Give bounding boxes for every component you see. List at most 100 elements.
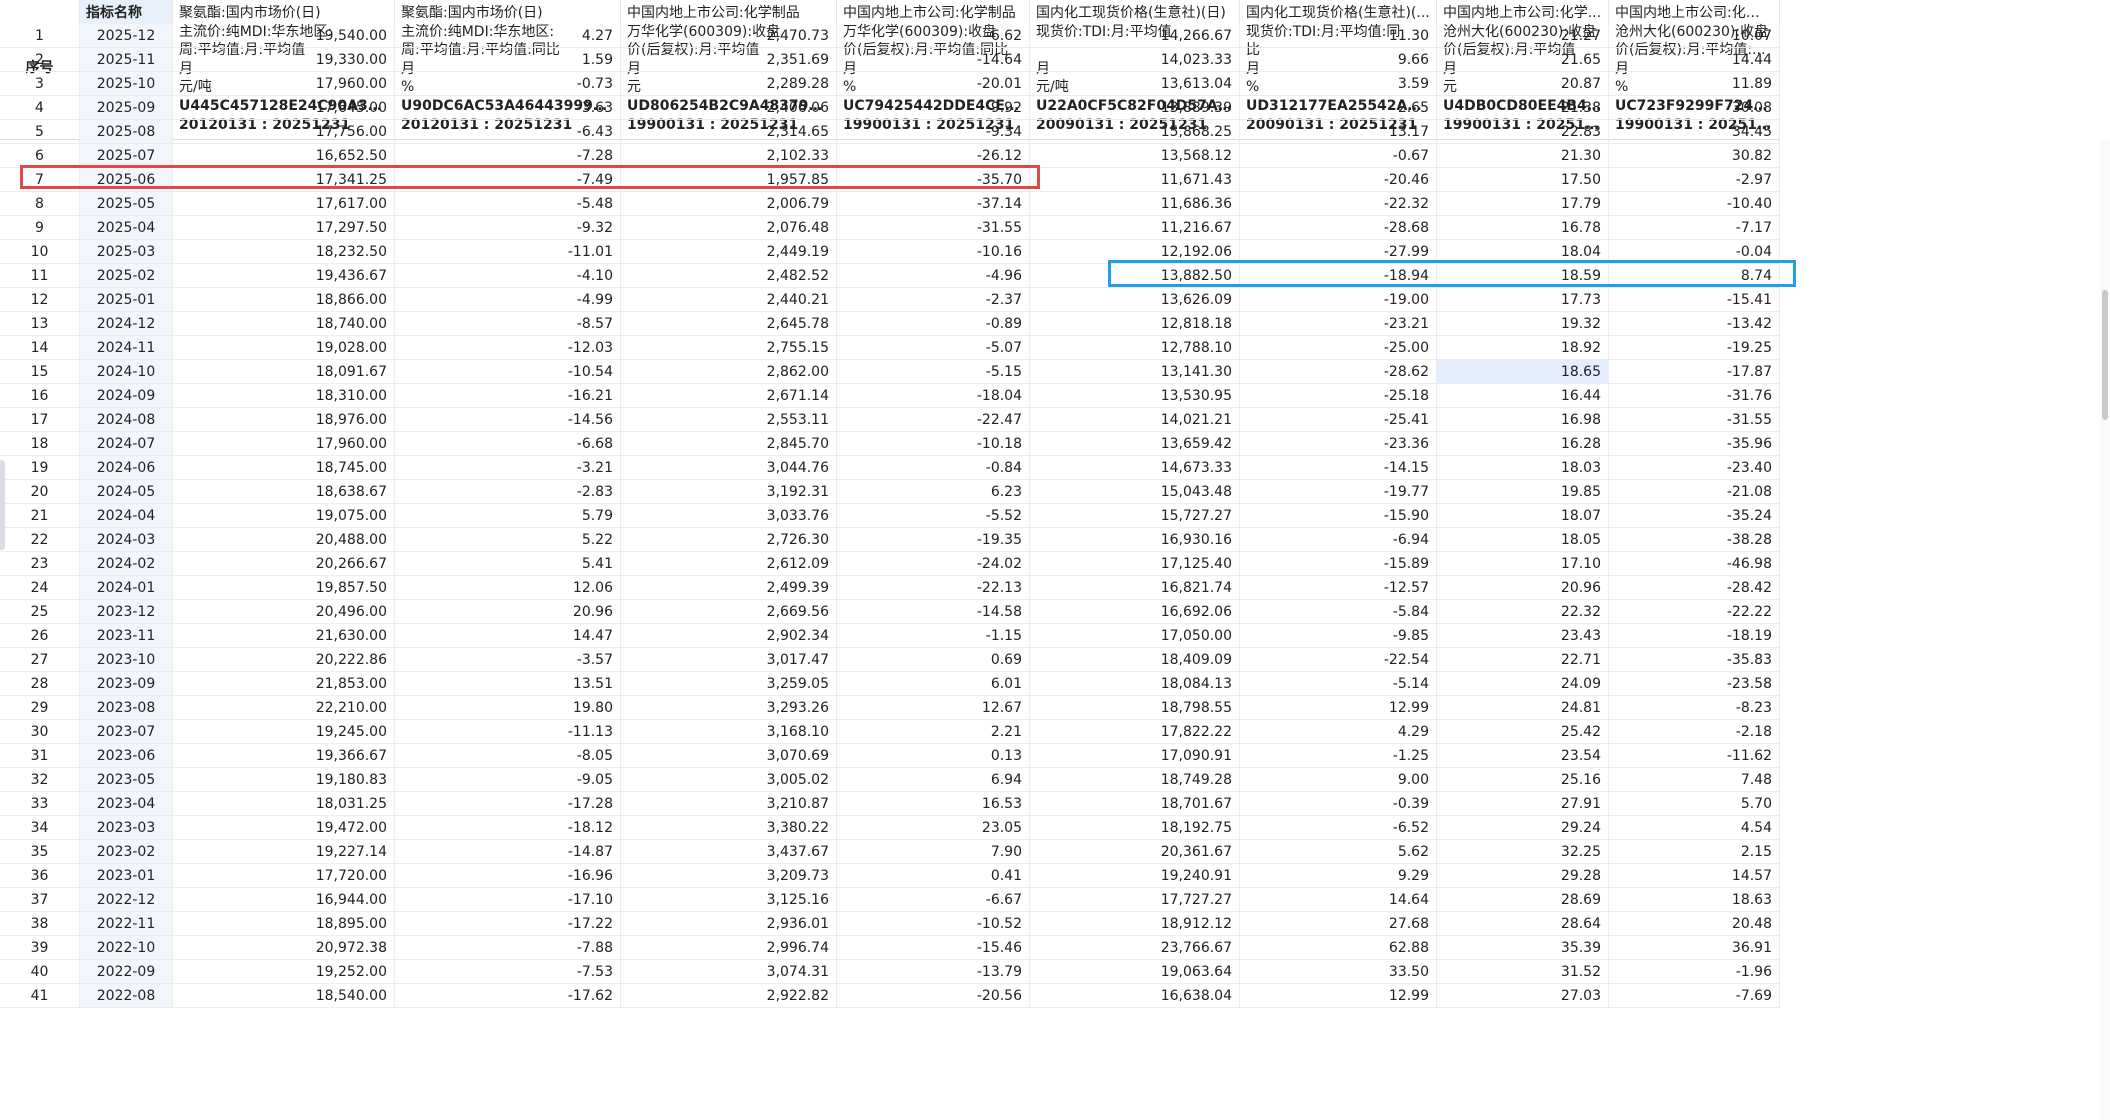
table-cell[interactable]: -8.57	[395, 312, 621, 336]
table-cell[interactable]: 29.28	[1437, 864, 1609, 888]
table-cell[interactable]: -28.62	[1240, 360, 1437, 384]
table-cell[interactable]: -1.15	[837, 624, 1030, 648]
table-cell[interactable]: 2,006.79	[621, 192, 837, 216]
table-cell[interactable]: 17.50	[1437, 168, 1609, 192]
table-cell[interactable]: 5.70	[1609, 792, 1780, 816]
table-cell[interactable]: 18.59	[1437, 264, 1609, 288]
table-cell[interactable]: 35.39	[1437, 936, 1609, 960]
table-cell[interactable]: 13.17	[1240, 120, 1437, 144]
table-cell[interactable]: -9.85	[1240, 624, 1437, 648]
table-cell[interactable]: 25.16	[1437, 768, 1609, 792]
row-date[interactable]: 2023-12	[80, 600, 173, 624]
table-cell[interactable]: -8.05	[395, 744, 621, 768]
table-cell[interactable]: 13,530.95	[1030, 384, 1240, 408]
row-date[interactable]: 2024-12	[80, 312, 173, 336]
table-cell[interactable]: 27.68	[1240, 912, 1437, 936]
table-cell[interactable]: -20.56	[837, 984, 1030, 1008]
table-cell[interactable]: 13,141.30	[1030, 360, 1240, 384]
table-cell[interactable]: 12.99	[1240, 984, 1437, 1008]
table-cell[interactable]: 19,472.00	[173, 816, 395, 840]
row-date[interactable]: 2025-03	[80, 240, 173, 264]
table-cell[interactable]: 18,192.75	[1030, 816, 1240, 840]
table-cell[interactable]: 24.81	[1437, 696, 1609, 720]
table-cell[interactable]: 18,232.50	[173, 240, 395, 264]
table-cell[interactable]: -25.41	[1240, 408, 1437, 432]
table-cell[interactable]: 30.08	[1609, 96, 1780, 120]
table-cell[interactable]: 19,227.14	[173, 840, 395, 864]
row-date[interactable]: 2023-09	[80, 672, 173, 696]
table-cell[interactable]: 14.64	[1240, 888, 1437, 912]
table-cell[interactable]: 13,659.42	[1030, 432, 1240, 456]
table-cell[interactable]: -1.25	[1240, 744, 1437, 768]
table-cell[interactable]: -18.04	[837, 384, 1030, 408]
row-date[interactable]: 2023-07	[80, 720, 173, 744]
table-cell[interactable]: 23.43	[1437, 624, 1609, 648]
table-cell[interactable]: 19,075.00	[173, 504, 395, 528]
table-cell[interactable]: 6.23	[837, 480, 1030, 504]
table-cell[interactable]: 11.89	[1609, 72, 1780, 96]
table-cell[interactable]: 20,972.38	[173, 936, 395, 960]
table-cell[interactable]: 14,266.67	[1030, 24, 1240, 48]
table-cell[interactable]: 13,568.12	[1030, 144, 1240, 168]
table-cell[interactable]: 18,749.28	[1030, 768, 1240, 792]
row-date[interactable]: 2022-10	[80, 936, 173, 960]
table-cell[interactable]: 5.62	[1240, 840, 1437, 864]
table-cell[interactable]: 9.29	[1240, 864, 1437, 888]
header-seq[interactable]: 序号	[0, 0, 80, 140]
table-cell[interactable]: -31.55	[1609, 408, 1780, 432]
table-cell[interactable]: 2,440.21	[621, 288, 837, 312]
table-cell[interactable]: 21,630.00	[173, 624, 395, 648]
row-date[interactable]: 2024-05	[80, 480, 173, 504]
table-cell[interactable]: -19.77	[1240, 480, 1437, 504]
table-cell[interactable]: 14.44	[1609, 48, 1780, 72]
table-cell[interactable]: -3.63	[395, 96, 621, 120]
table-cell[interactable]: 18.65	[1437, 360, 1609, 384]
table-cell[interactable]: -3.57	[395, 648, 621, 672]
table-cell[interactable]: 21.38	[1437, 96, 1609, 120]
vertical-scrollbar[interactable]	[2100, 140, 2110, 1120]
table-cell[interactable]: 2,936.01	[621, 912, 837, 936]
table-cell[interactable]: 11,671.43	[1030, 168, 1240, 192]
row-date[interactable]: 2022-12	[80, 888, 173, 912]
table-cell[interactable]: -5.15	[837, 360, 1030, 384]
table-cell[interactable]: -9.32	[395, 216, 621, 240]
table-cell[interactable]: 19.32	[1437, 312, 1609, 336]
table-cell[interactable]: -9.92	[837, 96, 1030, 120]
header-column-2[interactable]: 聚氨酯:国内市场价(日) 主流价:纯MDI:华东地区: 周:平均值:月:平均值:同比…	[395, 0, 621, 140]
table-cell[interactable]: 12,192.06	[1030, 240, 1240, 264]
table-cell[interactable]: -19.25	[1609, 336, 1780, 360]
table-cell[interactable]: -5.14	[1240, 672, 1437, 696]
table-cell[interactable]: 10.07	[1609, 24, 1780, 48]
table-cell[interactable]: -18.12	[395, 816, 621, 840]
table-cell[interactable]: 29.24	[1437, 816, 1609, 840]
table-cell[interactable]: 2,902.34	[621, 624, 837, 648]
table-cell[interactable]: 4.27	[395, 24, 621, 48]
table-cell[interactable]: 24.09	[1437, 672, 1609, 696]
row-date[interactable]: 2024-04	[80, 504, 173, 528]
table-cell[interactable]: 12,818.18	[1030, 312, 1240, 336]
table-cell[interactable]: -21.08	[1609, 480, 1780, 504]
table-cell[interactable]: -0.73	[395, 72, 621, 96]
table-cell[interactable]: 19,240.91	[1030, 864, 1240, 888]
header-column-7[interactable]: 中国内地上市公司:化学... 沧州大化(600230):收盘 价(后复权):月:平均…	[1437, 0, 1609, 140]
table-cell[interactable]: 19,028.00	[173, 336, 395, 360]
table-cell[interactable]: -17.22	[395, 912, 621, 936]
table-cell[interactable]: 23.05	[837, 816, 1030, 840]
table-cell[interactable]: 17,297.50	[173, 216, 395, 240]
table-cell[interactable]: -24.02	[837, 552, 1030, 576]
table-cell[interactable]: 3,380.22	[621, 816, 837, 840]
table-cell[interactable]: 16.28	[1437, 432, 1609, 456]
table-cell[interactable]: 2,755.15	[621, 336, 837, 360]
table-cell[interactable]: -25.00	[1240, 336, 1437, 360]
table-cell[interactable]: 2,351.69	[621, 48, 837, 72]
row-date[interactable]: 2025-06	[80, 168, 173, 192]
table-cell[interactable]: 15,727.27	[1030, 504, 1240, 528]
row-date[interactable]: 2023-10	[80, 648, 173, 672]
table-cell[interactable]: 16,944.00	[173, 888, 395, 912]
row-date[interactable]: 2025-08	[80, 120, 173, 144]
table-cell[interactable]: 13,626.09	[1030, 288, 1240, 312]
table-cell[interactable]: 18.07	[1437, 504, 1609, 528]
table-cell[interactable]: 62.88	[1240, 936, 1437, 960]
table-cell[interactable]: -20.46	[1240, 168, 1437, 192]
table-cell[interactable]: 17.73	[1437, 288, 1609, 312]
